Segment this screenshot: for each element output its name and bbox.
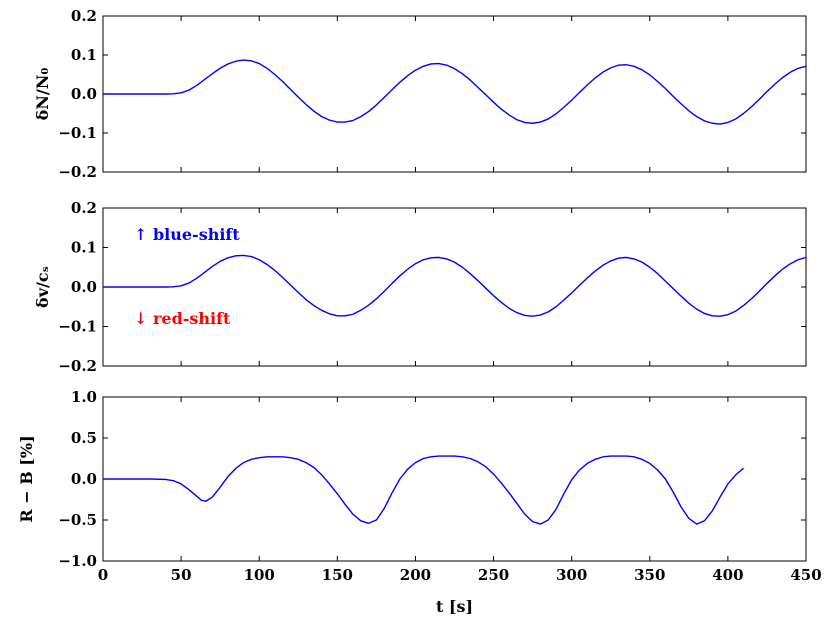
- annotation: ↓ red-shift: [134, 309, 231, 328]
- panel-red-minus-blue: 0 50 100 150 200 250 300 350 400 450 1.0 0.5 0.0 −0.5…: [17, 388, 822, 616]
- x-tick-label: 300: [556, 566, 587, 584]
- x-tick-label: 0: [98, 566, 108, 584]
- x-tick-label: 50: [171, 566, 192, 584]
- x-tick-label: 150: [322, 566, 353, 584]
- y-tick-label: 0.1: [71, 239, 97, 257]
- series-line: [103, 254, 807, 317]
- y-tick-label: 0.1: [71, 46, 97, 64]
- axes-frame: [102, 15, 807, 173]
- y-tick-label: −0.5: [58, 511, 97, 529]
- x-tick-label: 450: [790, 566, 821, 584]
- y-tick-label: −0.1: [58, 318, 97, 336]
- y-tick-label: 0.0: [71, 470, 97, 488]
- y-tick-label: 0.2: [71, 7, 97, 25]
- axes-frame: [102, 396, 807, 562]
- panel-density: 0.2 0.1 0.0 −0.1 −0.2 δN/N₀: [33, 7, 807, 181]
- y-axis-label: δN/N₀: [33, 68, 52, 121]
- x-tick-label: 200: [400, 566, 431, 584]
- annotation: ↑ blue-shift: [134, 225, 240, 244]
- panel-velocity: 0.2 0.1 0.0 −0.1 −0.2 δv/cₛ ↑ blue-shift ↓ red-…: [33, 199, 807, 375]
- x-axis-label: t [s]: [436, 597, 473, 616]
- y-tick-label: 1.0: [71, 388, 97, 406]
- y-tick-label: 0.0: [71, 278, 97, 296]
- y-tick-label: −1.0: [58, 552, 97, 570]
- y-tick-label: −0.2: [58, 163, 97, 181]
- y-axis-label: δv/cₛ: [33, 266, 52, 308]
- x-tick-label: 350: [634, 566, 665, 584]
- y-tick-label: −0.1: [58, 124, 97, 142]
- x-tick-label: 400: [712, 566, 743, 584]
- series-line: [103, 59, 807, 125]
- y-tick-label: 0.0: [71, 85, 97, 103]
- y-tick-label: 0.5: [71, 429, 97, 447]
- series-line: [103, 455, 744, 525]
- x-tick-label: 100: [244, 566, 275, 584]
- y-tick-label: −0.2: [58, 357, 97, 375]
- y-axis-label: R − B [%]: [17, 435, 36, 522]
- x-tick-label: 250: [478, 566, 509, 584]
- y-tick-label: 0.2: [71, 199, 97, 217]
